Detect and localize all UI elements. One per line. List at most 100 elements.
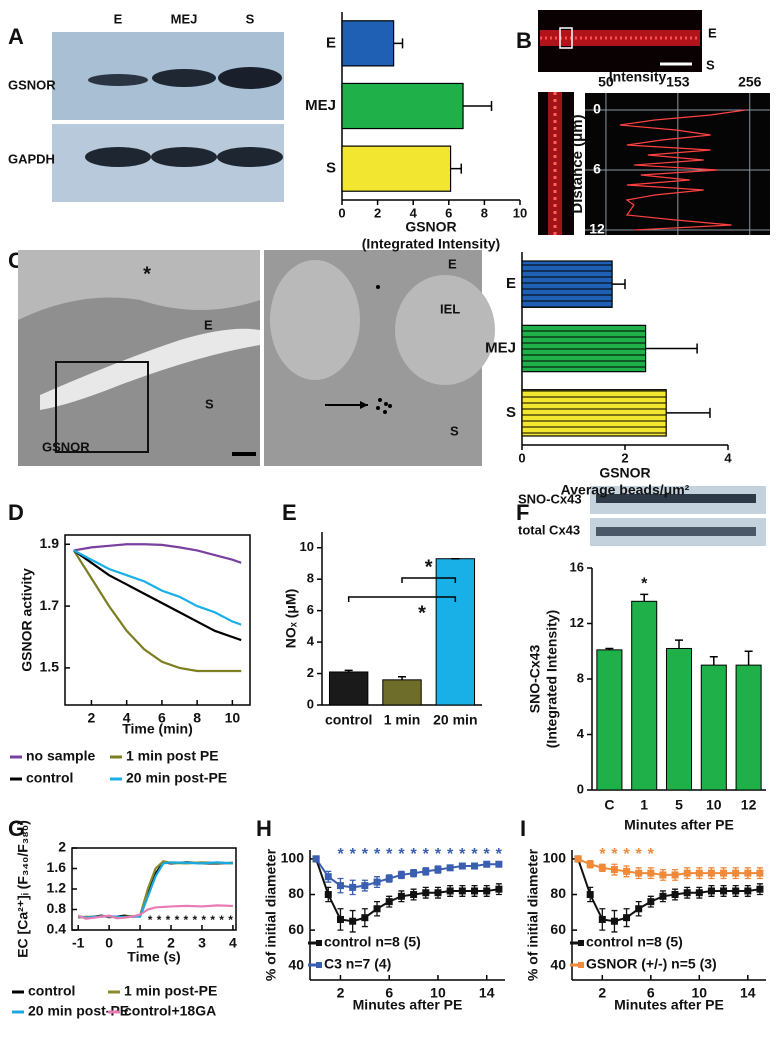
x-tick-label: 6 [445, 205, 452, 220]
error-bar [393, 38, 404, 49]
data-line [577, 858, 761, 923]
data-point [422, 867, 430, 875]
row-label: total Cx43 [518, 522, 580, 537]
y-tick-label: 0 [593, 101, 601, 117]
x-tick-label: 8 [481, 205, 488, 220]
x-tick-label: 10 [513, 205, 527, 220]
x-tick-label: 14 [740, 985, 756, 1001]
data-point [385, 874, 393, 882]
x-tick-label: 153 [666, 74, 690, 90]
data-point [586, 891, 594, 899]
x-tick-label: 2 [88, 710, 96, 726]
y-axis-label: % of initial diameter [263, 848, 279, 981]
image-label: E [204, 317, 213, 332]
panel-label: H [256, 816, 272, 841]
data-point [598, 864, 606, 872]
y-axis-label: NOₓ (μM) [283, 589, 299, 649]
bar [735, 664, 762, 791]
x-tick-label: 4 [410, 205, 418, 220]
y-tick-label: 100 [281, 850, 305, 866]
data-point [495, 885, 503, 893]
x-tick-label: 2 [621, 450, 628, 465]
panel-label: I [520, 816, 526, 841]
x-axis-label: (Integrated Intensity) [362, 236, 500, 252]
data-point [623, 867, 631, 875]
data-point [336, 882, 344, 890]
data-point [671, 871, 679, 879]
legend-label: 20 min post-PE [28, 1003, 129, 1019]
row-label: GSNOR [8, 77, 56, 92]
annotation: * * * * * [599, 846, 654, 863]
x-axis-label: GSNOR [405, 219, 456, 235]
error-bar [666, 407, 711, 418]
data-point [635, 869, 643, 877]
y-tick-label: 1.5 [40, 659, 60, 675]
error-bar [398, 675, 406, 680]
data-point [349, 917, 357, 925]
y-tick-label: 80 [550, 885, 566, 901]
x-axis-label: Time (s) [127, 949, 180, 965]
error-bar [463, 101, 493, 111]
error-bar [605, 647, 614, 650]
legend-label: control [28, 983, 75, 999]
y-tick-label: 40 [288, 956, 304, 972]
data-point [671, 891, 679, 899]
data-point [732, 869, 740, 877]
x-tick-label: 1 min [384, 712, 421, 728]
y-tick-label: 80 [288, 885, 304, 901]
data-point [744, 869, 752, 877]
lane-label: S [246, 11, 255, 26]
data-point [610, 917, 618, 925]
data-point [312, 855, 320, 863]
data-point [373, 878, 381, 886]
data-point [422, 889, 430, 897]
x-tick-label: 0 [338, 205, 345, 220]
bar [631, 600, 658, 791]
y-tick-label: 16 [570, 559, 584, 574]
data-point [471, 862, 479, 870]
error-bar [675, 639, 683, 649]
micrograph [538, 10, 702, 235]
x-tick-label: 1 [640, 797, 648, 813]
legend-label: 1 min post PE [126, 748, 219, 764]
legend-label: C3 n=7 (4) [324, 956, 391, 972]
x-tick-label: 20 min [433, 712, 477, 728]
y-tick-label: E [506, 275, 516, 292]
x-tick-label: 2 [374, 205, 381, 220]
y-tick-label: MEJ [485, 339, 516, 356]
y-axis-label: GSNOR activity [19, 568, 35, 672]
y-tick-label: MEJ [305, 97, 336, 114]
y-tick-label: S [326, 160, 336, 177]
data-point [397, 871, 405, 879]
bar [665, 647, 693, 791]
data-point [647, 869, 655, 877]
data-point [397, 892, 405, 900]
legend-label: control+18GA [124, 1003, 216, 1019]
x-tick-label: 10 [706, 797, 722, 813]
x-tick-label: 4 [229, 935, 237, 951]
data-point [586, 860, 594, 868]
data-point [434, 866, 442, 874]
y-tick-label: 0 [307, 696, 314, 711]
x-tick-label: 8 [193, 710, 201, 726]
bar [521, 389, 667, 437]
data-line [78, 860, 233, 919]
image-label: S [450, 423, 459, 438]
bar [521, 324, 647, 373]
data-point [659, 871, 667, 879]
lane-label: E [114, 11, 123, 26]
image-label: S [205, 396, 214, 411]
image-label: IEL [440, 301, 460, 316]
panel-label: G [8, 816, 25, 841]
data-point [385, 898, 393, 906]
data-point [610, 866, 618, 874]
y-axis-label: (Integrated Intensity) [544, 610, 560, 748]
annotation: * [641, 576, 648, 593]
data-point [410, 869, 418, 877]
error-bar [344, 669, 353, 672]
data-point [635, 905, 643, 913]
y-tick-label: S [506, 404, 516, 421]
y-tick-label: 0.4 [47, 921, 67, 937]
x-tick-label: 0 [105, 935, 113, 951]
